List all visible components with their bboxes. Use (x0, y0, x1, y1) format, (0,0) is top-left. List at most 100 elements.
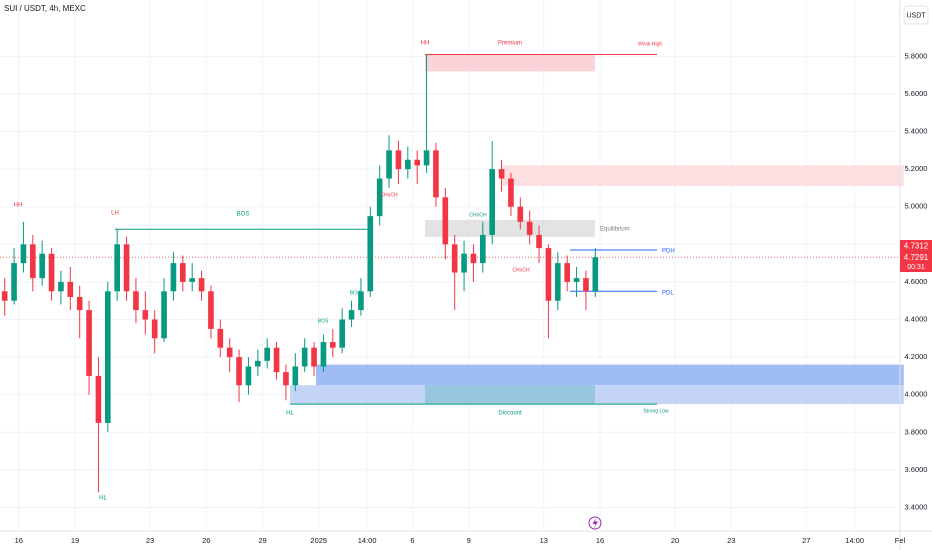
y-tick-label: 4.2000 (905, 352, 928, 361)
y-tick-label: 5.0000 (905, 202, 928, 211)
candle-body (123, 244, 130, 292)
x-tick-label: 16 (15, 536, 23, 545)
candle-body (386, 150, 392, 179)
last-price-label: 4.7312 (904, 242, 929, 251)
candle-body (301, 347, 308, 367)
candle-body (376, 178, 383, 217)
candle-body (236, 357, 242, 386)
mark-price-label: 4.7291 (904, 253, 929, 262)
candle-body (76, 296, 83, 311)
annotation: PDL (662, 291, 674, 297)
candle-body (489, 169, 495, 235)
candle-body (564, 263, 570, 282)
candle-body (442, 197, 449, 245)
x-tick-label: 13 (540, 536, 548, 545)
candle-body (526, 221, 533, 235)
x-tick-label: 26 (202, 536, 210, 545)
annotation: BOS (237, 212, 250, 218)
currency-button-label[interactable]: USDT (906, 12, 926, 19)
candle-body (255, 360, 261, 367)
candle-body (11, 263, 17, 301)
candle-body (133, 291, 139, 311)
candle-body (545, 248, 552, 301)
annotation: HH (421, 41, 430, 47)
candle-body (339, 319, 345, 348)
y-tick-label: 5.2000 (905, 164, 928, 173)
x-tick-label: 14:00 (358, 536, 377, 545)
candle-body (273, 347, 280, 373)
annotation: Strong Low (643, 408, 669, 414)
events-icon-bolt (592, 518, 598, 528)
x-tick-label: 23 (727, 536, 735, 545)
levels (0, 54, 900, 405)
zone (425, 385, 595, 405)
candle-body (367, 216, 374, 292)
candle-body (30, 244, 36, 279)
y-tick-label: 5.4000 (905, 127, 928, 136)
candle-body (245, 366, 252, 386)
candle-body (470, 253, 477, 264)
candle-body (480, 234, 486, 264)
annotation: Equilibrium (600, 227, 630, 233)
candles (1, 54, 599, 493)
annotation: CHoCH (469, 212, 487, 218)
annotation: BOS (318, 318, 329, 324)
annotation: PDH (662, 249, 675, 255)
candle-body (423, 150, 430, 166)
annotation: BOS (350, 290, 361, 296)
candle-body (48, 253, 55, 292)
annotation: Premium (498, 41, 522, 47)
candle-body (58, 281, 64, 292)
x-tick-label: 19 (71, 536, 79, 545)
x-tick-label: 29 (258, 536, 266, 545)
candle-body (198, 278, 205, 292)
annotation: CHoCH (380, 192, 398, 198)
annotation: LH (111, 211, 119, 217)
candle-body (226, 347, 233, 358)
candle-body (583, 278, 589, 292)
y-tick-label: 4.6000 (905, 277, 928, 286)
x-tick-label: 16 (596, 536, 604, 545)
x-tick-label: 2025 (310, 536, 327, 545)
candle-body (573, 278, 580, 282)
candle-body (170, 263, 177, 292)
candle-body (161, 291, 167, 339)
annotation: HL (286, 411, 294, 417)
x-tick-label: 23 (146, 536, 154, 545)
candle-body (592, 257, 599, 292)
countdown-label: 00:31 (907, 264, 925, 271)
candle-body (433, 150, 439, 198)
candle-body (208, 291, 214, 329)
currency-button[interactable] (903, 5, 929, 25)
y-tick-label: 4.4000 (905, 314, 928, 323)
candle-body (320, 342, 327, 367)
x-tick-label: 6 (410, 536, 414, 545)
zone (425, 54, 595, 72)
candle-body (217, 328, 224, 348)
y-tick-label: 5.8000 (905, 51, 928, 60)
chart-title: SUI / USDT, 4h, MEXC (4, 4, 86, 13)
zone (315, 364, 904, 386)
x-tick-label: 27 (802, 536, 810, 545)
candle-body (264, 347, 270, 361)
annotation: HH (14, 203, 23, 209)
candle-body (461, 253, 467, 273)
candle-body (292, 366, 299, 386)
zone (290, 385, 904, 405)
x-tick-label: 14:00 (845, 536, 864, 545)
x-tick-label: Fel (895, 536, 906, 545)
zones (290, 54, 904, 405)
y-tick-label: 5.6000 (905, 89, 928, 98)
candle-body (405, 159, 411, 170)
x-tick-label: 9 (467, 536, 471, 545)
events-icon[interactable] (588, 516, 602, 530)
candle-body (414, 159, 420, 166)
candle-body (555, 263, 561, 301)
candle-body (142, 310, 149, 320)
candle-body (151, 319, 158, 339)
candle-body (95, 375, 102, 423)
candle-body (498, 169, 505, 179)
candle-body (114, 244, 120, 292)
